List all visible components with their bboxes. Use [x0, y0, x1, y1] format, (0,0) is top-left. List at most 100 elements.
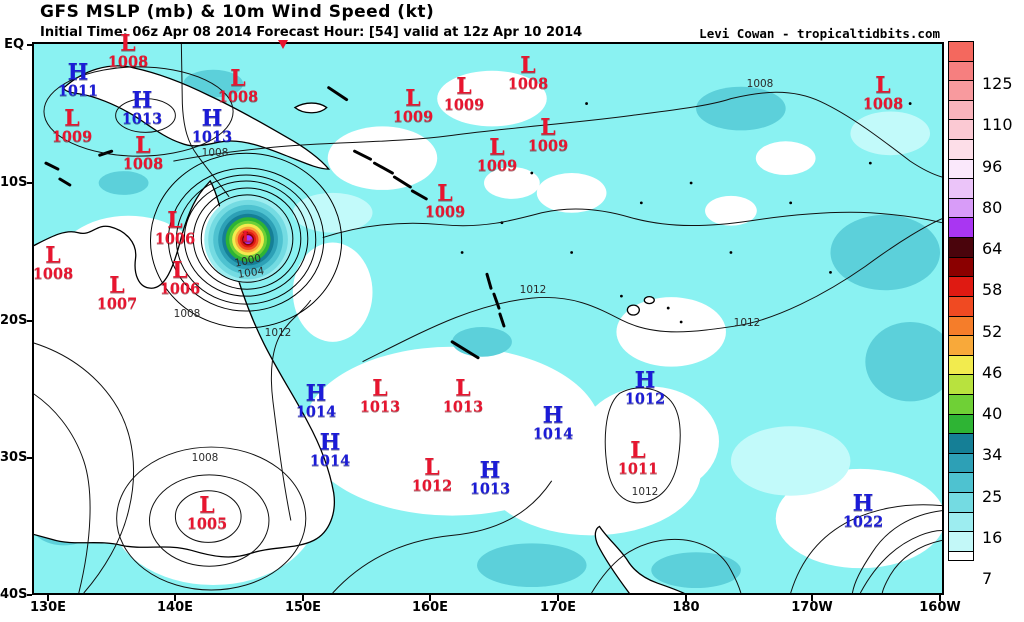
fiji-island [643, 296, 655, 305]
lon-tick-mark [811, 595, 813, 601]
lat-tick-mark [27, 320, 32, 322]
colorbar-segment [948, 119, 974, 141]
chart-title: GFS MSLP (mb) & 10m Wind Speed (kt) [40, 2, 435, 22]
isobar-contour [148, 474, 270, 567]
lon-tick-mark [429, 595, 431, 601]
colorbar-segment [948, 433, 974, 454]
isobar-contour [322, 208, 942, 239]
colorbar-tick-label: 80 [982, 197, 1003, 217]
colorbar-segment [948, 374, 974, 395]
wind-shading-layer [34, 69, 942, 589]
colorbar-segment [948, 393, 974, 415]
cyclone-isobar-rings [149, 152, 343, 329]
isobar-contour [174, 490, 242, 543]
lon-tick-label: 170E [539, 600, 577, 615]
isobar-contour [859, 529, 942, 593]
colorbar-tick-label: 16 [982, 527, 1003, 547]
wind-speed-colorbar [948, 41, 974, 561]
colorbar-segment [948, 354, 974, 376]
lon-tick-mark [685, 595, 687, 601]
colorbar-tick-label: 110 [982, 115, 1013, 135]
new-ireland-island [327, 86, 349, 102]
colorbar-segment [948, 472, 974, 494]
colorbar-segment [948, 511, 974, 533]
lat-tick-label: 10S [0, 175, 28, 190]
isobar-contour [115, 98, 176, 133]
colorbar-tick-label: 52 [982, 321, 1003, 341]
isobar-contour [180, 44, 230, 198]
colorbar-segment [948, 99, 974, 121]
longitude-axis: 130E 140E 150E 160E 170E 180 170W 160W [30, 595, 961, 621]
australia-landmass [34, 179, 335, 558]
lon-tick-label: 160E [411, 600, 449, 615]
colorbar-tick-label: 96 [982, 156, 1003, 176]
colorbar-segment [948, 531, 974, 552]
isobar-contour [43, 66, 234, 157]
tc-position-marker [278, 40, 288, 49]
lon-tick-label: 140E [156, 600, 194, 615]
colorbar-segment [948, 276, 974, 297]
credit-text: Levi Cowan - tropicaltidbits.com [699, 26, 940, 41]
vanuatu-islands [485, 272, 506, 328]
new-zealand-north-island [594, 525, 686, 593]
new-guinea-landmass [63, 65, 331, 170]
colorbar-segment [948, 217, 974, 239]
colorbar-tick-label: 125 [982, 74, 1013, 94]
colorbar-segment [948, 256, 974, 278]
colorbar-segment [948, 550, 974, 561]
lon-tick-label: 160W [919, 600, 961, 615]
colorbar-segment [948, 41, 974, 62]
isobar-contour [851, 510, 942, 593]
lat-tick-label: 30S [0, 450, 28, 465]
lat-tick-mark [27, 44, 32, 46]
isobar-contour [604, 387, 681, 504]
lon-tick-label: 170W [791, 600, 833, 615]
colorbar-segment [948, 413, 974, 435]
lon-tick-mark [939, 595, 941, 601]
isobar-contour [591, 538, 742, 593]
fiji-island [626, 304, 640, 316]
colorbar-tick-label: 40 [982, 404, 1003, 424]
cyclone-wind-rings [204, 195, 292, 284]
isobar-contour [270, 299, 312, 521]
isobar-contour [173, 91, 942, 178]
colorbar-tick-labels: 125 110 96 80 64 58 52 46 40 34 25 16 7 [980, 42, 1024, 595]
new-caledonia-island [450, 340, 480, 360]
colorbar-segment [948, 492, 974, 513]
colorbar-tick-label: 25 [982, 486, 1003, 506]
isobar-contour [34, 393, 91, 593]
lat-tick-mark [27, 594, 32, 596]
colorbar-segment [948, 335, 974, 356]
lat-tick-mark [27, 457, 32, 459]
map-canvas [34, 44, 942, 593]
colorbar-tick-label: 46 [982, 362, 1003, 382]
lat-tick-label: EQ [4, 37, 24, 52]
landmass-layer [34, 65, 686, 593]
lon-tick-label: 150E [284, 600, 322, 615]
colorbar-segment [948, 80, 974, 101]
colorbar-segment [948, 237, 974, 258]
isobar-contour [790, 504, 942, 593]
isobar-layer [34, 44, 942, 593]
lat-tick-mark [27, 182, 32, 184]
lat-tick-label: 40S [0, 587, 28, 602]
lon-tick-mark [47, 595, 49, 601]
map-panel [32, 42, 944, 595]
colorbar-tick-label: 58 [982, 280, 1003, 300]
chart-subtitle: Initial Time: 06z Apr 08 2014 Forecast H… [40, 25, 583, 40]
isobar-contour [332, 480, 553, 593]
new-britain-island [293, 102, 328, 114]
cyclone-ring [243, 235, 253, 245]
lon-tick-label: 130E [29, 600, 67, 615]
colorbar-segment [948, 295, 974, 317]
lon-tick-label: 180 [672, 600, 700, 615]
isobar-contour [362, 218, 942, 363]
isobar-contour [34, 342, 135, 593]
colorbar-tick-label: 7 [982, 569, 993, 588]
lon-tick-mark [174, 595, 176, 601]
colorbar-segment [948, 60, 974, 82]
lat-tick-label: 20S [0, 313, 28, 328]
colorbar-segment [948, 158, 974, 180]
colorbar-segment [948, 178, 974, 199]
